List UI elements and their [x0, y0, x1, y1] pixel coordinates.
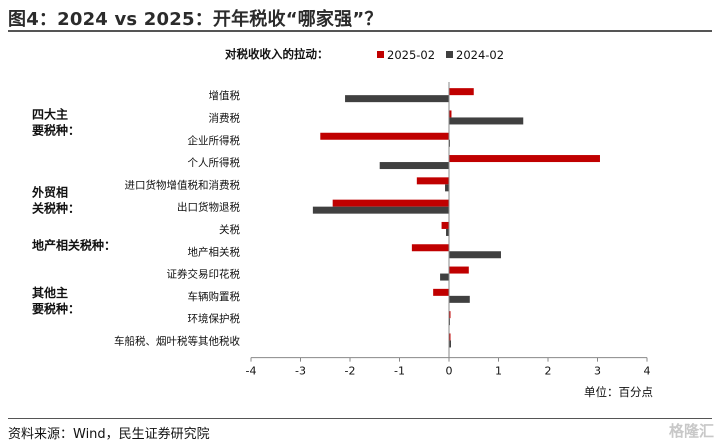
group-label: 要税种：	[32, 301, 80, 316]
bar-2024-02	[312, 206, 449, 214]
bar-2024-02	[379, 162, 449, 170]
group-label: 四大主	[32, 107, 68, 122]
x-tick-label: 4	[644, 365, 651, 378]
group-label: 其他主	[32, 285, 68, 300]
x-tick-label: -3	[295, 365, 306, 378]
group-label: 外贸相	[32, 185, 68, 200]
category-label: 增值税	[209, 89, 241, 102]
bar-2024-02	[449, 251, 501, 259]
legend-swatch-2025-02	[377, 51, 384, 58]
category-label: 消费税	[209, 111, 241, 124]
category-label: 车船税、烟叶税等其他税收	[114, 334, 240, 347]
bar-2025-02	[449, 110, 452, 118]
x-tick-label: 1	[495, 365, 502, 378]
chart-title: 对税收收入的拉动：	[225, 47, 329, 61]
x-tick-label: -2	[345, 365, 356, 378]
legend: 2025-02 2024-02	[377, 48, 504, 62]
category-label: 关税	[219, 223, 240, 236]
bar-2025-02	[449, 88, 474, 96]
bar-2024-02	[449, 340, 451, 348]
bar-2025-02	[411, 244, 449, 252]
footer-divider	[8, 418, 712, 419]
group-label: 要税种：	[32, 123, 80, 138]
legend-swatch-2024-02	[446, 51, 453, 58]
x-tick-label: -1	[394, 365, 405, 378]
bar-2024-02	[440, 273, 449, 281]
bar-2025-02	[416, 177, 449, 185]
legend-label-2024-02: 2024-02	[456, 48, 504, 62]
bar-2025-02	[449, 311, 451, 319]
bar-2024-02	[345, 95, 449, 103]
bar-2025-02	[449, 266, 469, 274]
x-tick-label: 2	[545, 365, 552, 378]
category-label: 车辆购置税	[188, 290, 241, 303]
bars	[312, 88, 600, 348]
group-label: 关税种：	[32, 201, 80, 216]
bar-2025-02	[332, 199, 449, 207]
group-label: 地产相关税种：	[32, 237, 116, 252]
category-label: 进口货物增值税和消费税	[125, 178, 241, 191]
category-label: 个人所得税	[188, 156, 241, 169]
bar-2024-02	[449, 117, 524, 125]
unit-label: 单位：百分点	[584, 385, 653, 399]
axis: -4 -3 -2 -1 0 1 2 3 4	[246, 82, 651, 378]
x-tick-label: -4	[246, 365, 257, 378]
bar-2024-02	[446, 228, 449, 236]
legend-label-2025-02: 2025-02	[387, 48, 435, 62]
source-note: 资料来源：Wind，民生证券研究院	[8, 427, 210, 442]
bar-2025-02	[441, 221, 449, 229]
category-label: 企业所得税	[188, 134, 241, 147]
category-label: 地产相关税	[188, 245, 241, 258]
title-divider	[8, 30, 712, 32]
bar-2025-02	[449, 155, 600, 163]
figure-title: 图4：2024 vs 2025：开年税收“哪家强”？	[8, 9, 383, 30]
category-label: 出口货物退税	[177, 201, 240, 214]
bar-2024-02	[445, 184, 449, 192]
bar-2025-02	[449, 333, 451, 341]
bar-2025-02	[320, 132, 449, 140]
bar-2024-02	[449, 295, 470, 303]
watermark: 格隆汇	[668, 422, 714, 440]
x-tick-label: 0	[446, 365, 453, 378]
category-label: 证券交易印花税	[167, 268, 241, 281]
category-label: 环境保护税	[188, 312, 241, 325]
bar-2025-02	[433, 288, 449, 296]
category-labels: 增值税消费税企业所得税个人所得税进口货物增值税和消费税出口货物退税关税地产相关税…	[114, 89, 240, 347]
x-tick-label: 3	[594, 365, 601, 378]
